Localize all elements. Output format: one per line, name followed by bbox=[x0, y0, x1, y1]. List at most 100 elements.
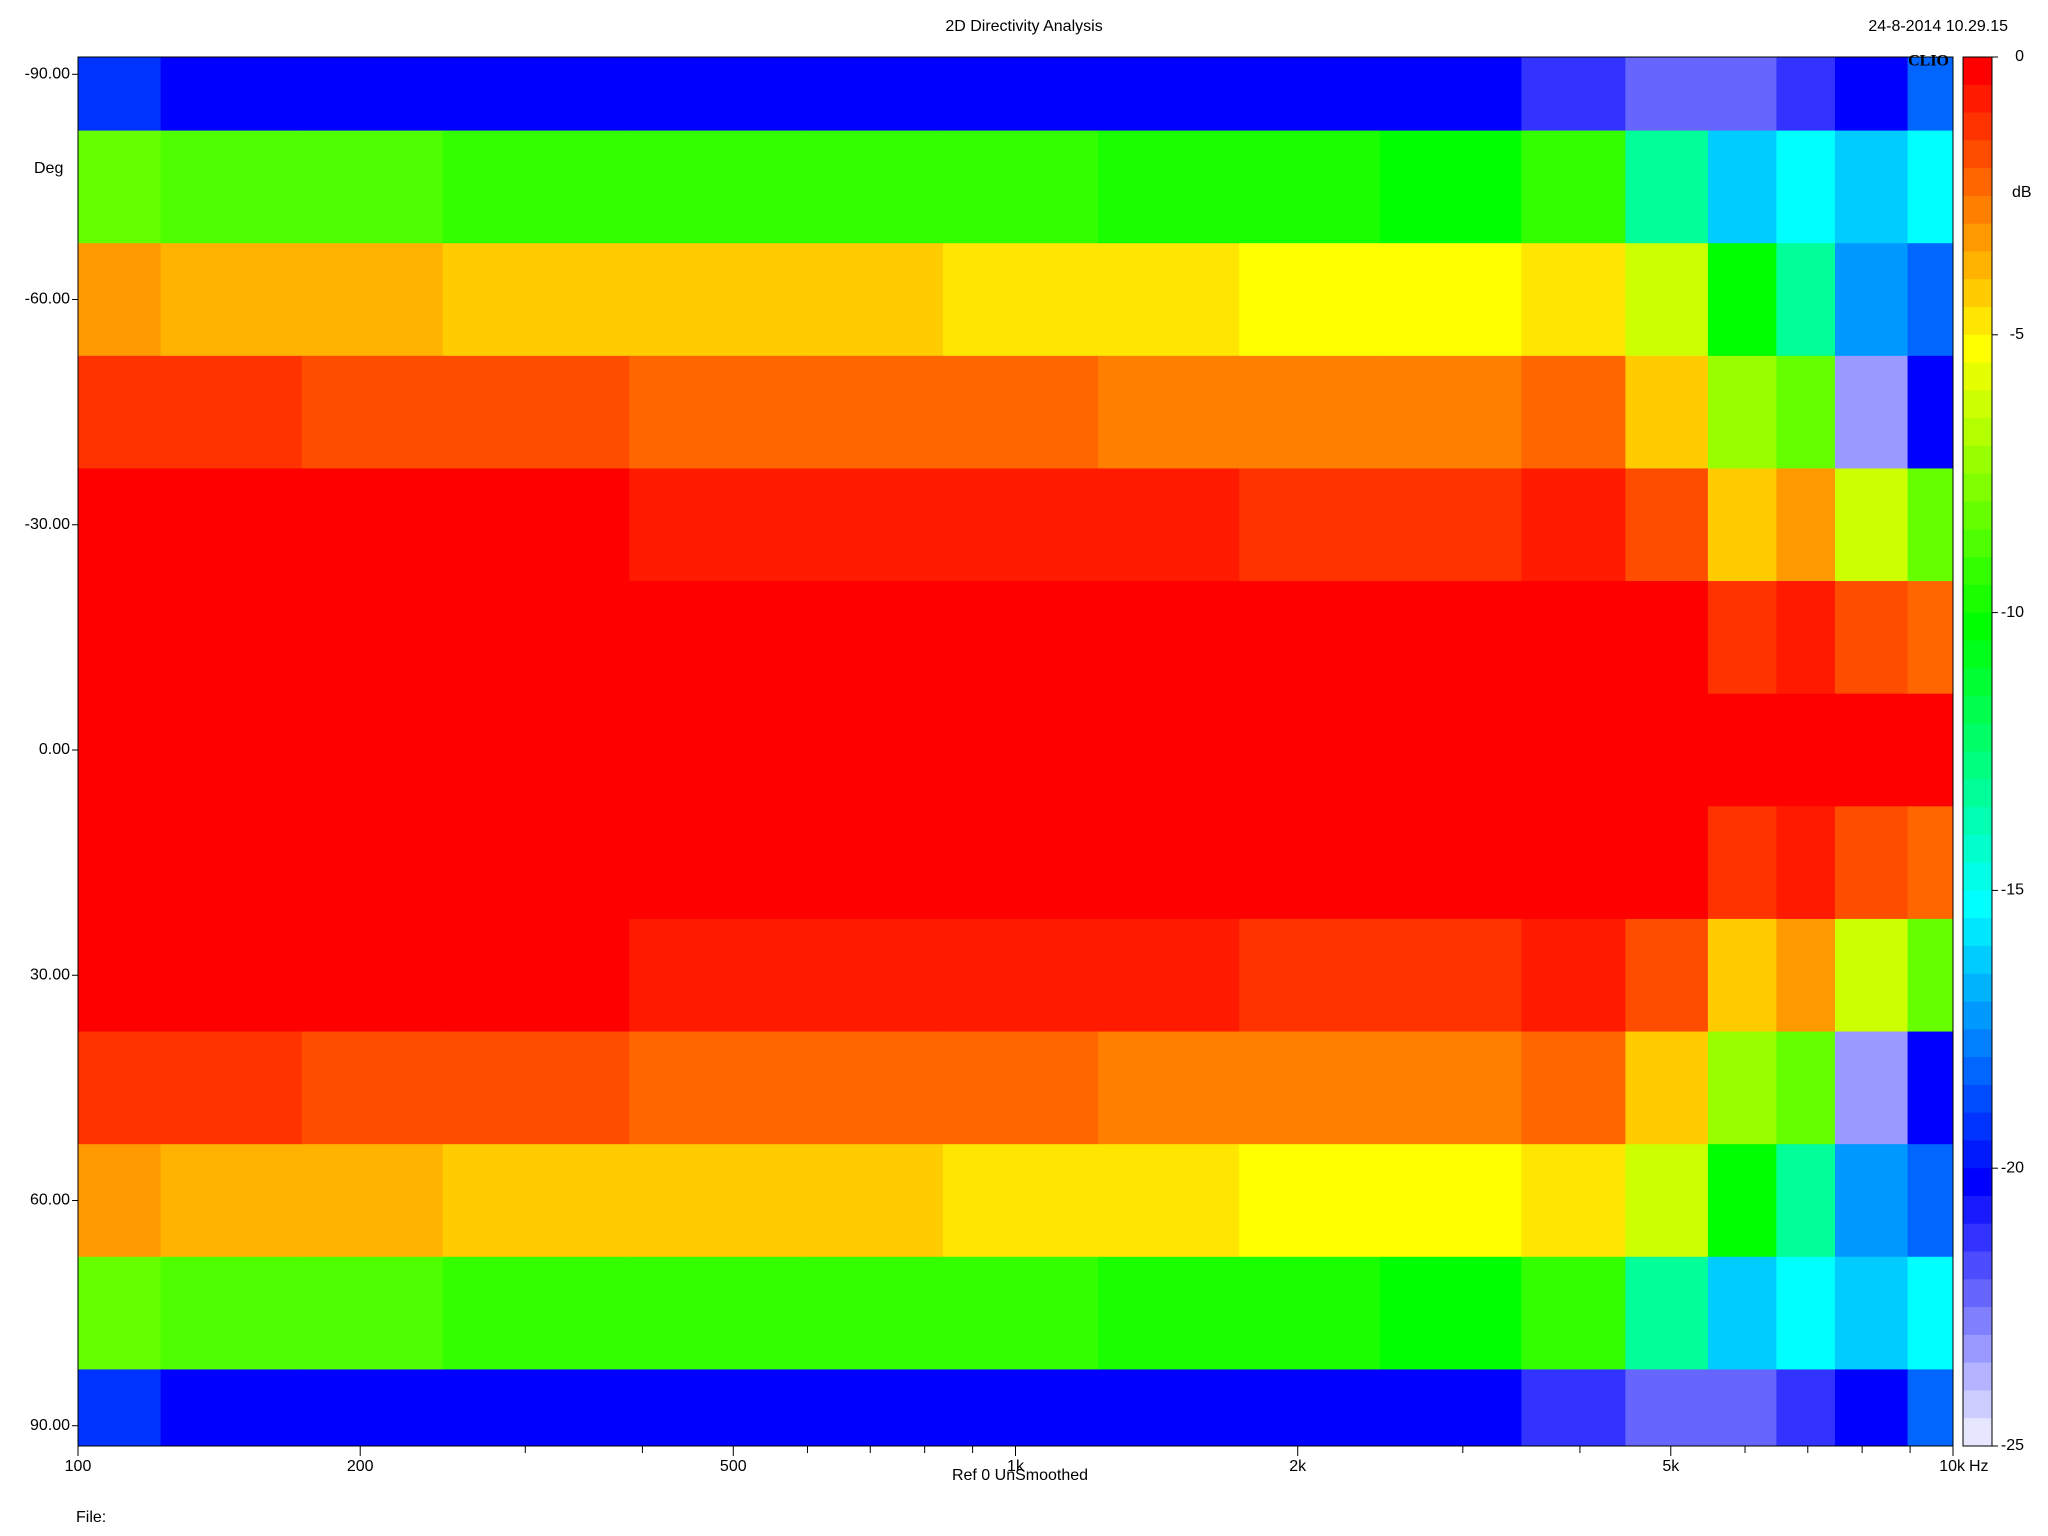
colorbar-band bbox=[1963, 1140, 1992, 1169]
colorbar-band bbox=[1963, 779, 1992, 808]
heat-cell bbox=[1625, 243, 1709, 357]
heat-cell bbox=[801, 243, 944, 357]
heat-cell bbox=[1834, 1256, 1909, 1370]
heat-cell bbox=[442, 355, 630, 469]
heat-cell bbox=[1625, 130, 1709, 244]
y-tick-label: -30.00 bbox=[25, 516, 70, 533]
heat-cell bbox=[1907, 918, 1954, 1033]
heat-cell bbox=[1098, 1031, 1240, 1145]
heat-cell bbox=[301, 806, 444, 920]
colorbar-band bbox=[1963, 612, 1992, 641]
heat-cell bbox=[1776, 57, 1836, 132]
heat-cell bbox=[1521, 468, 1626, 582]
heat-cell bbox=[1098, 355, 1240, 469]
heat-cell bbox=[442, 1144, 630, 1258]
heat-cell bbox=[1776, 130, 1836, 244]
heat-cell bbox=[1834, 581, 1909, 695]
heat-cell bbox=[1521, 243, 1626, 357]
heat-cell bbox=[1707, 355, 1777, 469]
heat-cell bbox=[1707, 243, 1777, 357]
heat-cell bbox=[442, 806, 630, 920]
x-tick-label: 5k bbox=[1662, 1458, 1680, 1475]
heat-cell bbox=[629, 1144, 803, 1258]
heat-cell bbox=[1907, 130, 1954, 244]
heat-cell bbox=[1907, 1369, 1954, 1447]
heat-cell bbox=[942, 130, 1099, 244]
colorbar-band bbox=[1963, 529, 1992, 558]
y-tick-label: 30.00 bbox=[30, 966, 70, 983]
heat-cell bbox=[78, 130, 162, 244]
heat-cell bbox=[1521, 581, 1626, 695]
heat-cell bbox=[160, 918, 303, 1033]
heat-cell bbox=[942, 1144, 1099, 1258]
heat-cell bbox=[1625, 581, 1709, 695]
footer: Ref 0 UnSmoothed bbox=[952, 1467, 1088, 1484]
heat-cell bbox=[301, 581, 444, 695]
heat-cell bbox=[1907, 1144, 1954, 1258]
heat-cell bbox=[629, 581, 803, 695]
colorbar-band bbox=[1963, 334, 1992, 364]
colorbar-band bbox=[1963, 362, 1992, 391]
heat-cell bbox=[942, 468, 1099, 582]
heat-cell bbox=[160, 130, 303, 244]
heat-cell bbox=[1625, 1369, 1709, 1447]
heat-cell bbox=[1098, 130, 1240, 244]
colorbar-band bbox=[1963, 1418, 1992, 1447]
heat-cell bbox=[629, 918, 803, 1033]
heat-cell bbox=[160, 468, 303, 582]
heat-cell bbox=[1239, 1256, 1381, 1370]
colorbar-tick-label: -10 bbox=[2001, 604, 2024, 621]
heat-cell bbox=[801, 355, 944, 469]
colorbar-band bbox=[1963, 1279, 1992, 1308]
x-unit: Hz bbox=[1969, 1458, 1989, 1475]
colorbar-band bbox=[1963, 418, 1992, 447]
heat-cell bbox=[1521, 693, 1626, 807]
heat-cell bbox=[1776, 1144, 1836, 1258]
heat-cell bbox=[1239, 693, 1381, 807]
heat-cell bbox=[78, 468, 162, 582]
heat-cell bbox=[629, 806, 803, 920]
heat-cell bbox=[1707, 57, 1777, 132]
heat-cell bbox=[160, 806, 303, 920]
heat-cell bbox=[629, 1256, 803, 1370]
heat-cell bbox=[301, 1031, 444, 1145]
heat-cell bbox=[1834, 918, 1909, 1033]
heat-cell bbox=[78, 243, 162, 357]
heat-cell bbox=[442, 243, 630, 357]
heat-cell bbox=[942, 581, 1099, 695]
heat-cell bbox=[1707, 130, 1777, 244]
colorbar-band bbox=[1963, 584, 1992, 614]
x-tick-label: 2k bbox=[1289, 1458, 1307, 1475]
colorbar-band bbox=[1963, 1001, 1992, 1030]
colorbar-band bbox=[1963, 862, 1992, 891]
heat-cell bbox=[1707, 581, 1777, 695]
heat-cell bbox=[1380, 693, 1522, 807]
heat-cell bbox=[1380, 918, 1522, 1033]
x-tick-label: 10k bbox=[1939, 1458, 1966, 1475]
heat-cell bbox=[1239, 1144, 1381, 1258]
heat-cell bbox=[160, 1144, 303, 1258]
heat-cell bbox=[1907, 243, 1954, 357]
colorbar-frame bbox=[1962, 56, 1993, 1447]
heat-cell bbox=[1834, 355, 1909, 469]
heat-cell bbox=[1239, 355, 1381, 469]
heat-cell bbox=[1239, 1031, 1381, 1145]
heat-cell bbox=[1625, 355, 1709, 469]
y-tick-label: 90.00 bbox=[30, 1417, 70, 1434]
heat-cell bbox=[78, 693, 162, 807]
heat-cell bbox=[1625, 693, 1709, 807]
heat-cell bbox=[78, 1369, 162, 1447]
heat-cell bbox=[801, 918, 944, 1033]
colorbar-band bbox=[1963, 1362, 1992, 1391]
heat-cell bbox=[629, 243, 803, 357]
colorbar-band bbox=[1963, 140, 1992, 169]
heat-cell bbox=[301, 1256, 444, 1370]
heat-cell bbox=[1907, 57, 1954, 132]
colorbar-band bbox=[1963, 390, 1992, 419]
heat-cell bbox=[1907, 1031, 1954, 1145]
heat-cell bbox=[1776, 806, 1836, 920]
heat-cell bbox=[1380, 1369, 1522, 1447]
heat-cell bbox=[942, 243, 1099, 357]
heat-cell bbox=[1834, 57, 1909, 132]
